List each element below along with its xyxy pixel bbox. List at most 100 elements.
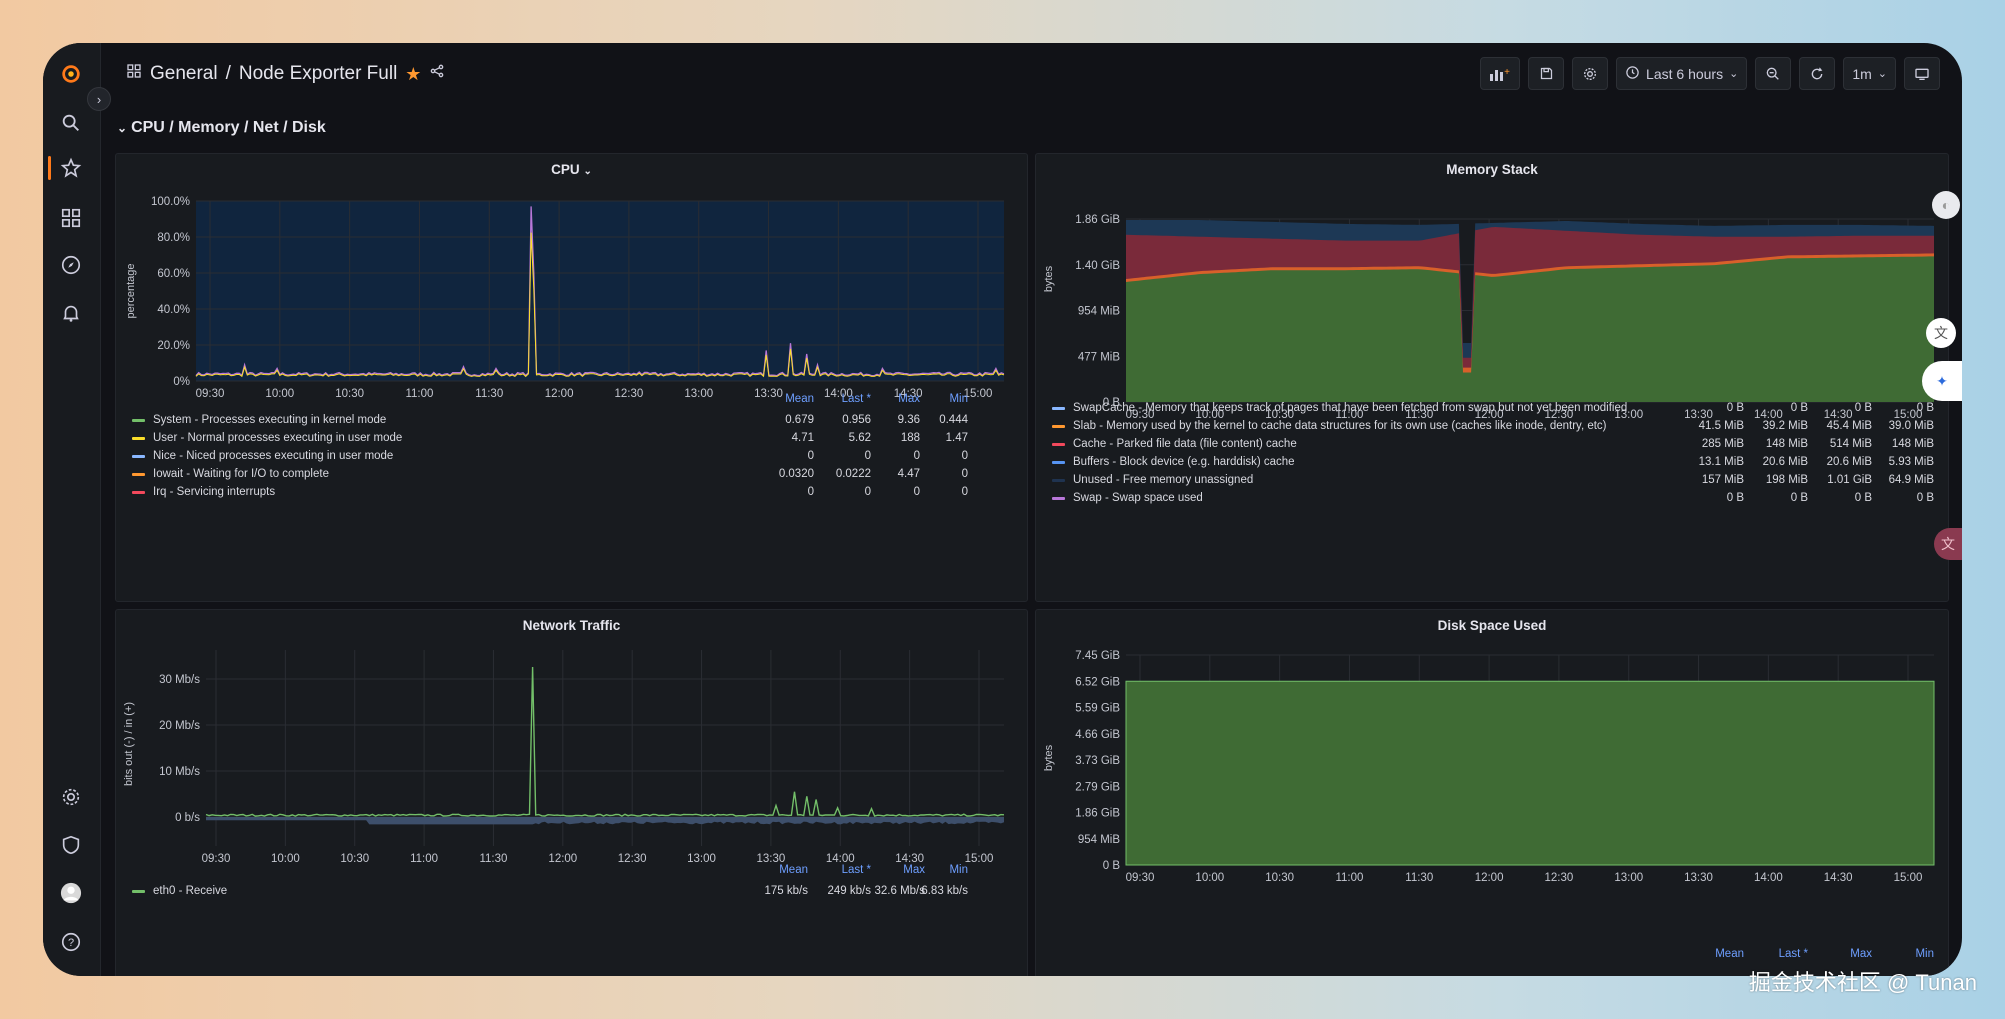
legend-header[interactable]: Max xyxy=(903,864,925,876)
x-tick-label: 14:30 xyxy=(1824,872,1853,884)
share-icon[interactable] xyxy=(429,63,445,85)
legend-item[interactable]: Irq - Servicing interrupts 0 0 0 0 xyxy=(132,483,1012,501)
memory-stack-panel[interactable]: Memory Stack 0 B 477 MiB 954 MiB 1.40 GiB 1.… xyxy=(1035,153,1949,602)
legend-item[interactable]: Unused - Free memory unassigned 157 MiB 19… xyxy=(1052,471,1938,489)
legend-item[interactable]: eth0 - Receive 175 kb/s 249 kb/s 32.6 Mb/s 6… xyxy=(132,882,1012,900)
grafana-logo-icon[interactable] xyxy=(57,60,85,88)
translate-tab-icon[interactable]: 文 xyxy=(1934,528,1962,560)
add-panel-button[interactable]: + xyxy=(1480,57,1521,90)
row-header[interactable]: ⌄ CPU / Memory / Net / Disk xyxy=(117,119,326,137)
legend-header[interactable]: Max xyxy=(898,393,920,405)
save-dashboard-button[interactable] xyxy=(1528,57,1565,90)
legend-header[interactable]: Min xyxy=(1915,948,1934,960)
x-tick-label: 09:30 xyxy=(196,388,225,400)
legend-header[interactable]: Max xyxy=(1850,948,1872,960)
breadcrumb-dashboard[interactable]: Node Exporter Full xyxy=(238,63,398,84)
legend-value-min: 6.83 kb/s xyxy=(921,885,968,897)
x-tick-label: 12:00 xyxy=(548,853,577,865)
network-transmit-area xyxy=(206,817,1004,825)
legend-swatch xyxy=(1052,443,1065,446)
breadcrumb-folder[interactable]: General xyxy=(150,63,218,84)
legend-swatch xyxy=(132,455,145,458)
legend-value-min: 148 MiB xyxy=(1891,438,1934,450)
search-icon[interactable] xyxy=(57,109,85,137)
legend-item[interactable]: Nice - Niced processes executing in user… xyxy=(132,447,1012,465)
legend-header[interactable]: Last * xyxy=(841,864,871,876)
shield-icon[interactable] xyxy=(57,831,85,859)
dashboard-settings-button[interactable] xyxy=(1572,57,1609,90)
legend-swatch xyxy=(132,491,145,494)
refresh-interval-picker[interactable]: 1m ⌄ xyxy=(1843,57,1896,90)
network-traffic-panel[interactable]: Network Traffic 0 b/s 10 Mb/s 20 Mb/s 30 Mb… xyxy=(115,609,1028,976)
legend-value-min: 5.93 MiB xyxy=(1888,456,1934,468)
x-tick-label: 14:00 xyxy=(826,853,855,865)
zoom-out-button[interactable] xyxy=(1755,57,1792,90)
legend-item[interactable]: User - Normal processes executing in use… xyxy=(132,429,1012,447)
legend-series-name: SwapCache - Memory that keeps track of p… xyxy=(1073,402,1628,414)
dashboards-grid-icon xyxy=(126,63,142,85)
x-tick-label: 11:30 xyxy=(475,388,503,400)
assistant-icon[interactable]: ✦ xyxy=(1922,361,1962,401)
x-tick-label: 09:30 xyxy=(1126,409,1155,421)
legend-header[interactable]: Min xyxy=(949,864,968,876)
disk-space-panel[interactable]: Disk Space Used 0 B 954 MiB 1.86 GiB 2.79 G… xyxy=(1035,609,1949,976)
x-tick-label: 15:00 xyxy=(965,853,994,865)
legend-header[interactable]: Mean xyxy=(779,864,808,876)
cpu-panel[interactable]: CPU ⌄ 0% 20.0% 40.0% 60.0% 80.0% 100.0% 09:30… xyxy=(115,153,1028,602)
cpu-system-series xyxy=(195,232,1005,378)
legend-header[interactable]: Mean xyxy=(1715,948,1744,960)
legend-item[interactable]: SwapCache - Memory that keeps track of p… xyxy=(1052,399,1938,417)
help-icon[interactable]: ? xyxy=(57,928,85,956)
legend-item[interactable]: System - Processes executing in kernel m… xyxy=(132,411,1012,429)
legend-item[interactable]: Buffers - Block device (e.g. harddisk) c… xyxy=(1052,453,1938,471)
toolbar: + Last 6 hours ⌄ 1m xyxy=(1480,57,1940,90)
network-panel-title[interactable]: Network Traffic xyxy=(522,618,621,633)
y-tick-label: 1.86 GiB xyxy=(1075,214,1120,226)
disk-panel-title[interactable]: Disk Space Used xyxy=(1437,618,1547,633)
legend-series-name: Iowait - Waiting for I/O to complete xyxy=(153,468,329,480)
favorite-star-icon[interactable]: ★ xyxy=(405,63,422,84)
legend-value-last: 0.956 xyxy=(842,414,871,426)
legend-header[interactable]: Min xyxy=(949,393,968,405)
expand-sidebar-button[interactable]: › xyxy=(87,87,111,111)
refresh-button[interactable] xyxy=(1799,57,1836,90)
cpu-panel-title[interactable]: CPU ⌄ xyxy=(116,162,1027,177)
x-tick-label: 11:30 xyxy=(479,853,507,865)
tv-mode-button[interactable] xyxy=(1904,57,1940,90)
legend-series-name: User - Normal processes executing in use… xyxy=(153,432,403,444)
legend-header[interactable]: Last * xyxy=(1778,948,1808,960)
translate-icon[interactable]: 文 xyxy=(1926,318,1956,348)
legend-value-last: 0 B xyxy=(1790,402,1808,414)
chevron-down-icon: ⌄ xyxy=(117,121,128,135)
legend-item[interactable]: Iowait - Waiting for I/O to complete 0.03… xyxy=(132,465,1012,483)
time-range-picker[interactable]: Last 6 hours ⌄ xyxy=(1616,57,1748,90)
starred-icon[interactable] xyxy=(57,154,85,182)
legend-item[interactable]: Slab - Memory used by the kernel to cach… xyxy=(1052,417,1938,435)
legend-series-name: Cache - Parked file data (file content) … xyxy=(1073,438,1297,450)
y-tick-label: 954 MiB xyxy=(1078,306,1121,318)
clock-icon xyxy=(1625,65,1640,83)
x-tick-label: 13:00 xyxy=(687,853,716,865)
x-tick-label: 15:00 xyxy=(964,388,993,400)
legend-value-mean: 157 MiB xyxy=(1701,474,1744,486)
x-tick-label: 12:30 xyxy=(1545,872,1574,884)
dashboards-icon[interactable] xyxy=(57,204,85,232)
memory-chart: 0 B 477 MiB 954 MiB 1.40 GiB 1.86 GiB 09:30 1… xyxy=(1043,214,1934,421)
legend-header[interactable]: Last * xyxy=(841,393,871,405)
x-tick-label: 12:00 xyxy=(1475,409,1504,421)
alerting-bell-icon[interactable] xyxy=(57,299,85,327)
legend-header[interactable]: Mean xyxy=(785,393,814,405)
y-tick-label: 2.79 GiB xyxy=(1075,781,1120,793)
extension-icon[interactable]: ◐ xyxy=(1932,191,1960,219)
legend-item[interactable]: Cache - Parked file data (file content) … xyxy=(1052,435,1938,453)
legend-item[interactable]: Swap - Swap space used 0 B 0 B 0 B 0 B xyxy=(1052,489,1938,507)
legend-value-last: 148 MiB xyxy=(1765,438,1808,450)
legend-value-mean: 13.1 MiB xyxy=(1698,456,1744,468)
legend-value-mean: 285 MiB xyxy=(1701,438,1744,450)
explore-compass-icon[interactable] xyxy=(57,251,85,279)
legend-series-name: eth0 - Receive xyxy=(153,885,228,897)
user-avatar[interactable] xyxy=(57,879,85,907)
memory-panel-title[interactable]: Memory Stack xyxy=(1446,162,1538,177)
legend-value-max: 0 xyxy=(913,450,920,462)
settings-gear-icon[interactable] xyxy=(57,783,85,811)
